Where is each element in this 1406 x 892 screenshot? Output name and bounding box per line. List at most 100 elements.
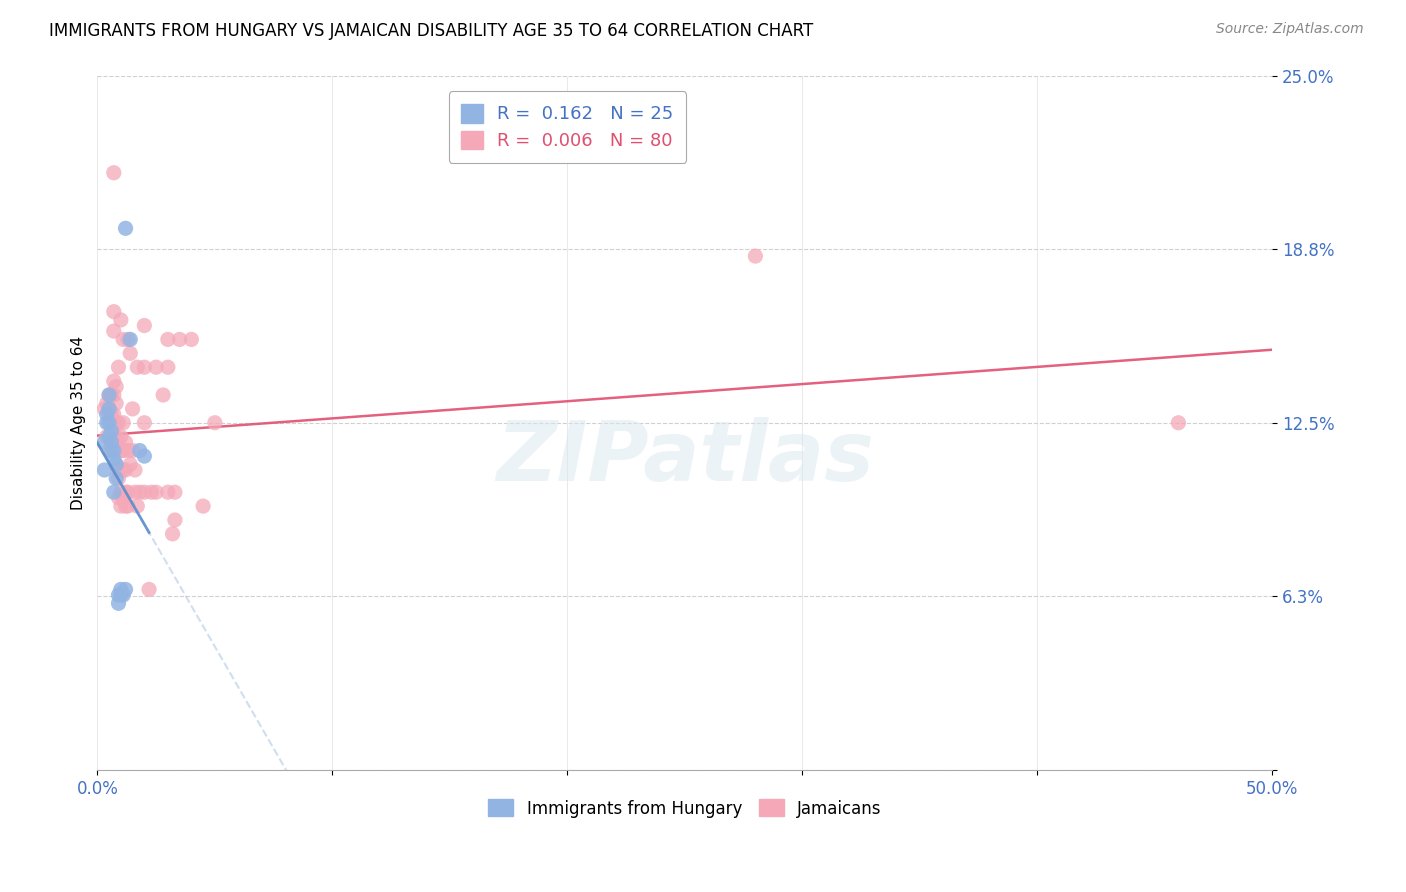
Point [163,513,186,527]
Point [145,360,167,375]
Point [100,443,122,458]
Point [98,443,121,458]
Point [112,333,135,347]
Point [121,401,143,416]
Point [103,451,125,466]
Point [96,396,118,410]
Point [114,221,136,235]
Point [105,396,128,410]
Point [103,324,125,338]
Point [117,333,139,347]
Point [105,416,128,430]
Point [107,360,129,375]
Point [110,463,132,477]
Point [100,424,122,438]
Point [105,458,128,472]
Point [156,360,179,375]
Point [103,430,125,444]
Point [134,485,156,500]
Point [110,430,132,444]
Point [96,430,118,444]
Point [128,485,150,500]
Point [127,499,149,513]
Point [744,249,766,263]
Point [134,416,156,430]
Point [100,388,122,402]
Point [105,471,128,485]
Point [93,401,115,416]
Point [98,388,121,402]
Point [110,582,132,597]
Point [98,416,121,430]
Point [107,588,129,602]
Point [107,435,129,450]
Point [98,416,121,430]
Point [103,443,125,458]
Point [134,360,156,375]
Point [117,443,139,458]
Point [103,408,125,422]
Text: Source: ZipAtlas.com: Source: ZipAtlas.com [1216,22,1364,37]
Point [100,435,122,450]
Point [107,463,129,477]
Point [103,388,125,402]
Point [107,416,129,430]
Point [112,416,135,430]
Point [145,485,167,500]
Point [100,416,122,430]
Point [128,443,150,458]
Point [100,435,122,450]
Point [134,449,156,463]
Point [103,304,125,318]
Text: ZIPatlas: ZIPatlas [496,417,873,498]
Point [105,458,128,472]
Point [98,388,121,402]
Point [98,401,121,416]
Point [110,485,132,500]
Point [163,485,186,500]
Point [103,166,125,180]
Point [112,588,135,602]
Point [105,379,128,393]
Point [93,463,115,477]
Y-axis label: Disability Age 35 to 64: Disability Age 35 to 64 [72,335,86,510]
Point [124,463,146,477]
Point [103,374,125,388]
Point [138,582,160,597]
Point [114,485,136,500]
Text: IMMIGRANTS FROM HUNGARY VS JAMAICAN DISABILITY AGE 35 TO 64 CORRELATION CHART: IMMIGRANTS FROM HUNGARY VS JAMAICAN DISA… [49,22,814,40]
Point [107,471,129,485]
Point [120,346,142,360]
Point [112,443,135,458]
Point [96,416,118,430]
Point [100,408,122,422]
Point [98,430,121,444]
Point [105,430,128,444]
Point [110,313,132,327]
Point [93,435,115,450]
Point [112,491,135,505]
Point [112,463,135,477]
Point [114,463,136,477]
Legend: Immigrants from Hungary, Jamaicans: Immigrants from Hungary, Jamaicans [482,793,889,824]
Point [134,318,156,333]
Point [110,588,132,602]
Point [121,443,143,458]
Point [127,360,149,375]
Point [180,333,202,347]
Point [117,485,139,500]
Point [107,491,129,505]
Point [114,435,136,450]
Point [96,408,118,422]
Point [169,333,191,347]
Point [107,596,129,610]
Point [105,443,128,458]
Point [114,582,136,597]
Point [191,499,214,513]
Point [120,458,142,472]
Point [110,443,132,458]
Point [124,485,146,500]
Point [117,499,139,513]
Point [120,333,142,347]
Point [152,388,174,402]
